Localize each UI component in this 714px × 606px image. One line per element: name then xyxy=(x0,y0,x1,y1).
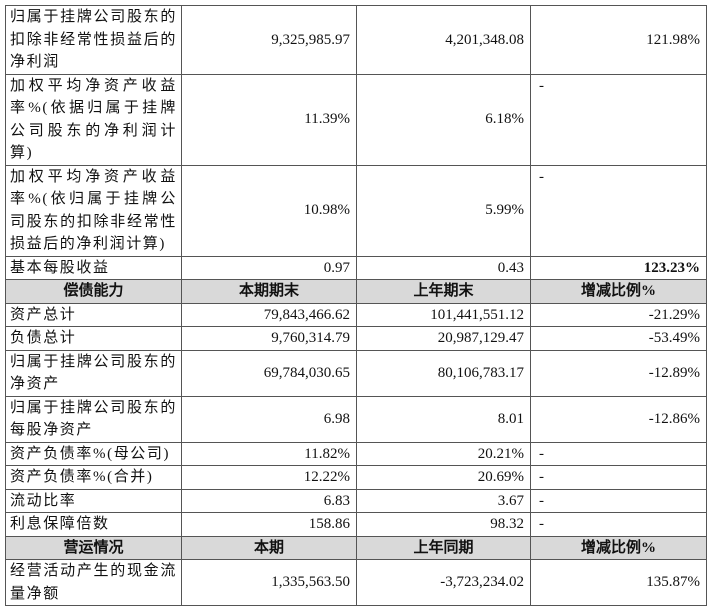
header-row: 偿债能力 本期期末 上年期末 增减比例% xyxy=(5,279,707,304)
table-cell: 负债总计 xyxy=(5,326,182,351)
data-row: 资产负债率%(合并) 12.22% 20.69% - xyxy=(5,465,707,490)
table-cell: 123.23% xyxy=(530,255,707,280)
table-cell: - xyxy=(530,465,707,490)
data-row: 归属于挂牌公司股东的每股净资产 6.98 8.01 -12.86% xyxy=(5,395,707,443)
table-cell: 增减比例% xyxy=(530,279,707,304)
table-cell: 6.98 xyxy=(181,395,357,443)
table-cell: 80,106,783.17 xyxy=(356,349,531,397)
data-row: 归属于挂牌公司股东的扣除非经常性损益后的净利润 9,325,985.97 4,201… xyxy=(5,5,707,75)
table-cell: 资产总计 xyxy=(5,302,182,327)
data-row: 加权平均净资产收益率%(依归属于挂牌公司股东的扣除非经常性损益后的净利润计算) 1… xyxy=(5,164,707,257)
table-body: 归属于挂牌公司股东的扣除非经常性损益后的净利润 9,325,985.97 4,201… xyxy=(5,5,707,606)
table-cell: 20.69% xyxy=(356,465,531,490)
header-row: 营运情况 本期 上年同期 增减比例% xyxy=(5,535,707,560)
table-cell: 归属于挂牌公司股东的扣除非经常性损益后的净利润 xyxy=(5,5,182,75)
table-cell: 158.86 xyxy=(181,512,357,537)
table-cell: 11.82% xyxy=(181,441,357,466)
table-cell: 0.97 xyxy=(181,255,357,280)
table-cell: 6.18% xyxy=(356,73,531,166)
table-cell: 9,325,985.97 xyxy=(181,5,357,75)
financial-table: 归属于挂牌公司股东的扣除非经常性损益后的净利润 9,325,985.97 4,201… xyxy=(5,5,707,606)
table-cell: 11.39% xyxy=(181,73,357,166)
table-cell: - xyxy=(530,488,707,513)
table-cell: 0.43 xyxy=(356,255,531,280)
table-cell: 10.98% xyxy=(181,164,357,257)
table-cell: -21.29% xyxy=(530,302,707,327)
table-cell: 12.22% xyxy=(181,465,357,490)
table-cell: 69,784,030.65 xyxy=(181,349,357,397)
table-cell: 加权平均净资产收益率%(依据归属于挂牌公司股东的净利润计算) xyxy=(5,73,182,166)
table-cell: - xyxy=(530,441,707,466)
data-row: 归属于挂牌公司股东的净资产 69,784,030.65 80,106,783.17-… xyxy=(5,349,707,397)
table-cell: - xyxy=(530,164,707,257)
table-cell: - xyxy=(530,73,707,166)
table-cell: 利息保障倍数 xyxy=(5,512,182,537)
table-cell: -53.49% xyxy=(530,326,707,351)
table-cell: 归属于挂牌公司股东的每股净资产 xyxy=(5,395,182,443)
table-cell: 121.98% xyxy=(530,5,707,75)
data-row: 利息保障倍数 158.86 98.32- xyxy=(5,512,707,537)
table-cell: 资产负债率%(母公司) xyxy=(5,441,182,466)
table-cell: 98.32 xyxy=(356,512,531,537)
table-cell: -12.89% xyxy=(530,349,707,397)
table-cell: 上年同期 xyxy=(356,535,531,560)
table-cell: 101,441,551.12 xyxy=(356,302,531,327)
data-row: 流动比率 6.83 3.67- xyxy=(5,488,707,513)
table-cell: -12.86% xyxy=(530,395,707,443)
table-cell: 20.21% xyxy=(356,441,531,466)
table-cell: 20,987,129.47 xyxy=(356,326,531,351)
table-cell: 9,760,314.79 xyxy=(181,326,357,351)
table-cell: 流动比率 xyxy=(5,488,182,513)
table-cell: 偿债能力 xyxy=(5,279,182,304)
table-cell: 5.99% xyxy=(356,164,531,257)
table-cell: 8.01 xyxy=(356,395,531,443)
page: 归属于挂牌公司股东的扣除非经常性损益后的净利润 9,325,985.97 4,201… xyxy=(5,5,707,606)
table-cell: - xyxy=(530,512,707,537)
table-cell: 3.67 xyxy=(356,488,531,513)
table-cell: 79,843,466.62 xyxy=(181,302,357,327)
table-cell: 加权平均净资产收益率%(依归属于挂牌公司股东的扣除非经常性损益后的净利润计算) xyxy=(5,164,182,257)
table-cell: 4,201,348.08 xyxy=(356,5,531,75)
table-cell: 资产负债率%(合并) xyxy=(5,465,182,490)
data-row: 资产总计 79,843,466.62 101,441,551.12 -21.29% xyxy=(5,302,707,327)
data-row: 基本每股收益 0.97 0.43 123.23% xyxy=(5,255,707,280)
table-cell: 本期期末 xyxy=(181,279,357,304)
table-cell: 上年期末 xyxy=(356,279,531,304)
table-cell: 归属于挂牌公司股东的净资产 xyxy=(5,349,182,397)
data-row: 资产负债率%(母公司) 11.82% 20.21% - xyxy=(5,441,707,466)
table-cell: 本期 xyxy=(181,535,357,560)
table-cell: 营运情况 xyxy=(5,535,182,560)
table-cell: 6.83 xyxy=(181,488,357,513)
table-cell: 基本每股收益 xyxy=(5,255,182,280)
data-row: 负债总计 9,760,314.79 20,987,129.47 -53.49% xyxy=(5,326,707,351)
table-cell: 增减比例% xyxy=(530,535,707,560)
data-row: 加权平均净资产收益率%(依据归属于挂牌公司股东的净利润计算) 11.39% 6.18… xyxy=(5,73,707,166)
